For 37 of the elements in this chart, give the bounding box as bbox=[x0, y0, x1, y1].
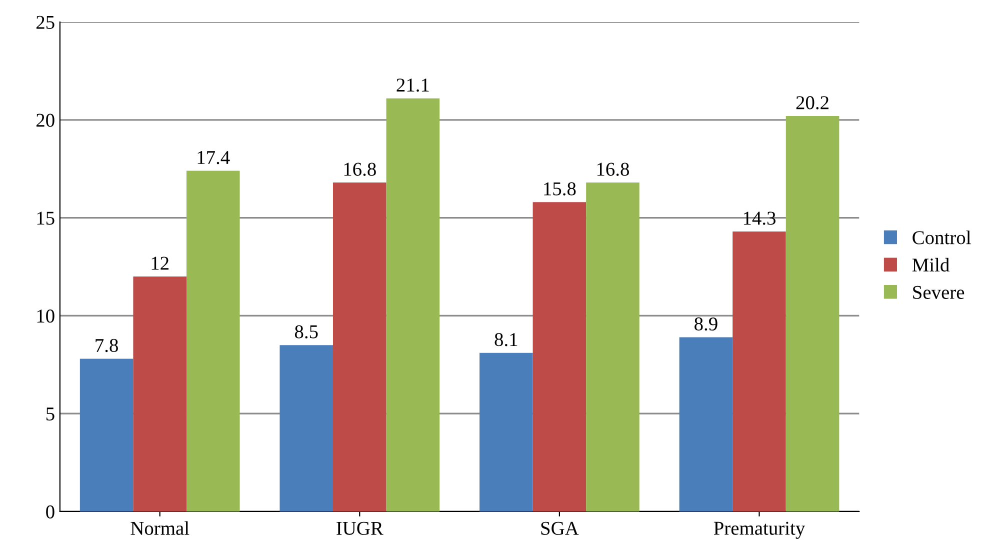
legend-label: Control bbox=[912, 230, 971, 244]
data-label: 20.2 bbox=[796, 96, 828, 110]
data-label: 7.8 bbox=[96, 338, 118, 352]
data-label: 16.8 bbox=[344, 162, 376, 176]
legend-label: Severe bbox=[913, 286, 964, 299]
y-tick-label: 20 bbox=[36, 114, 54, 127]
data-label: 21.1 bbox=[396, 78, 429, 92]
y-tick-label: 10 bbox=[37, 310, 54, 323]
data-label: 17.4 bbox=[198, 151, 230, 164]
bar bbox=[386, 98, 440, 512]
data-label: 12 bbox=[152, 256, 168, 270]
data-label: 15.8 bbox=[544, 182, 576, 196]
x-tick-label: Prematurity bbox=[714, 522, 806, 539]
bar bbox=[786, 116, 840, 512]
x-tick-label: SGA bbox=[541, 522, 579, 535]
data-label: 16.8 bbox=[597, 162, 629, 176]
data-label: 8.9 bbox=[694, 317, 718, 331]
y-tick-label: 15 bbox=[37, 212, 54, 225]
bar bbox=[133, 276, 186, 512]
bar bbox=[732, 232, 786, 512]
bar bbox=[532, 202, 586, 512]
bar bbox=[679, 337, 733, 512]
bar bbox=[280, 345, 333, 512]
y-tick-label: 5 bbox=[46, 408, 54, 421]
bar bbox=[586, 182, 640, 512]
data-label: 8.1 bbox=[494, 333, 518, 346]
x-tick-label: IUGR bbox=[336, 522, 384, 535]
bar bbox=[186, 170, 240, 512]
bar bbox=[480, 352, 533, 512]
data-label: 14.3 bbox=[744, 212, 776, 225]
data-label: 8.5 bbox=[294, 325, 318, 338]
legend-label: Mild bbox=[912, 258, 950, 272]
bar bbox=[333, 182, 386, 512]
bar bbox=[80, 358, 134, 512]
y-tick-label: 25 bbox=[36, 16, 54, 29]
y-tick-label: 0 bbox=[46, 505, 54, 518]
x-tick-label: Normal bbox=[130, 521, 190, 535]
